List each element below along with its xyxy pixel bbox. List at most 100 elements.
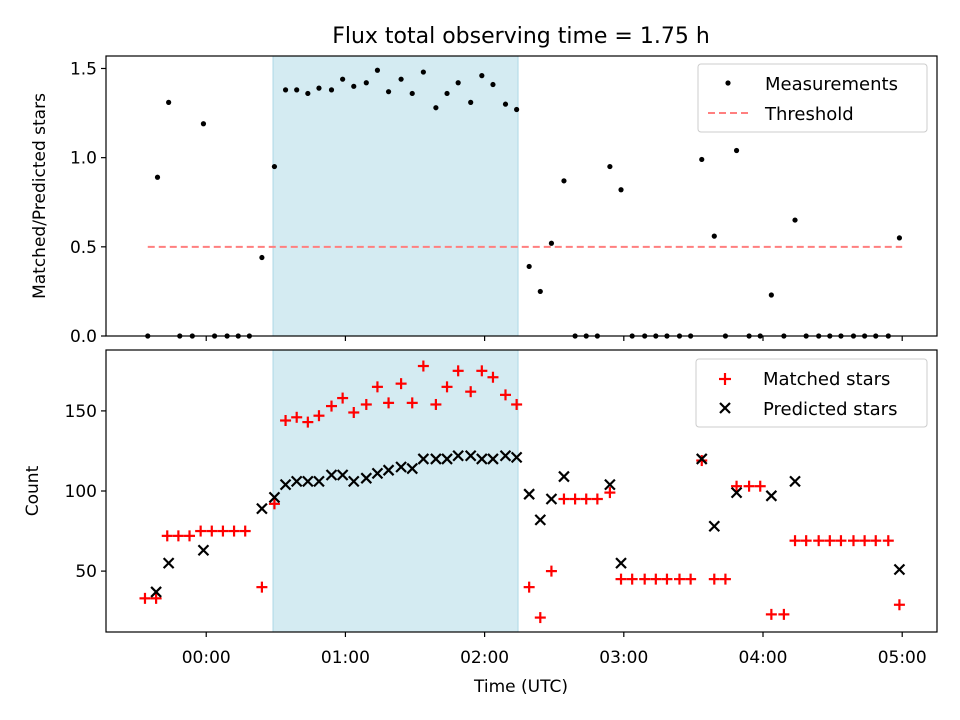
matched-star-point [882,535,894,547]
bottom-plot-area [139,349,906,633]
legend-matched-label: Matched stars [763,369,890,390]
predicted-star-point [523,488,535,500]
measurement-point [374,67,381,73]
matched-star-point [743,480,755,492]
predicted-star-point [360,472,373,484]
measurement-point [385,89,392,95]
matched-star-point [580,493,592,505]
matched-star-point [406,397,418,409]
measurement-point [792,217,798,223]
measurement-point [455,80,461,86]
top-legend-box [697,63,928,133]
matched-star-point [824,535,836,547]
predicted-star-point [302,475,314,488]
measurement-point [340,76,346,82]
legend-threshold-label: Threshold [764,104,854,125]
predicted-star-point [162,557,175,569]
x-axis-label: Time (UTC) [473,677,568,697]
matched-star-point [256,581,268,593]
matched-star-point [184,530,196,542]
measurement-point [502,101,509,107]
measurement-point [561,178,567,184]
bottom-y-axis-label: Count [23,465,43,516]
matched-star-point [778,608,790,620]
measurement-point [514,106,520,113]
bottom-y-tick-label: 100 [65,482,97,502]
predicted-star-point [615,557,627,569]
predicted-star-point [279,478,292,491]
matched-star-point [161,530,173,542]
measurement-point [398,76,404,82]
matched-star-point [650,573,662,585]
top-y-tick-label: 1.0 [70,149,97,169]
predicted-star-point [417,453,430,465]
predicted-star-point [430,453,442,465]
x-tick-label: 05:00 [878,648,927,668]
matched-star-point [719,573,731,585]
measurement-point [433,105,439,111]
measurement-point [409,90,415,97]
measurement-point [294,87,300,93]
measurement-point [537,288,543,295]
matched-star-point [139,592,151,604]
measurement-point [363,80,369,86]
predicted-star-point [789,475,801,488]
matched-star-point [383,397,395,409]
matched-star-point [217,525,229,537]
predicted-star-point [464,449,477,462]
measurement-point [200,121,207,127]
matched-star-point [789,535,801,547]
top-highlight-span [272,55,519,337]
predicted-star-point [256,502,268,515]
matched-star-point [476,365,488,377]
matched-star-point [465,386,477,398]
matched-star-point [150,592,162,604]
matched-star-point [731,480,743,492]
measurement-point [711,233,717,239]
matched-star-point [569,493,581,505]
bottom-legend-box [695,358,928,428]
measurement-point [607,163,613,170]
top-y-tick-label: 0.5 [70,238,97,258]
matched-star-point [348,406,360,418]
predicted-star-point [893,563,906,576]
matched-star-point [615,573,627,585]
bottom-y-ticks: 50 100 150 [65,402,106,582]
measurement-point [316,85,322,91]
measurement-point [490,81,496,88]
matched-star-point [523,581,535,593]
matched-star-point [441,381,453,393]
legend-matched-marker [719,373,731,385]
top-y-ticks: 0.0 0.5 1.0 1.5 [70,59,106,347]
predicted-star-point [150,586,162,598]
predicted-star-point [441,453,453,465]
measurement-point [896,235,903,241]
matched-star-point [195,525,207,537]
matched-star-point [337,392,349,404]
measurement-point [271,163,278,170]
predicted-star-point [325,469,338,481]
matched-star-point [534,612,546,624]
matched-star-point [800,535,812,547]
matched-star-point [626,573,638,585]
x-tick-label: 00:00 [182,648,231,668]
matched-star-point [206,525,218,537]
matched-star-point [172,530,184,542]
predicted-star-point [452,449,464,462]
top-y-axis-label: Matched/Predicted stars [30,93,50,299]
predicted-star-point [268,491,281,504]
predicted-star-point [382,464,395,476]
legend-predicted-marker [719,402,731,414]
measurement-point [154,174,161,180]
predicted-star-point [290,475,303,488]
matched-star-point [280,415,292,426]
top-y-tick-label: 0.0 [70,327,97,347]
measurement-point [479,73,485,79]
matched-star-point [430,398,442,410]
matched-star-point [371,381,383,393]
measurement-point [526,263,532,270]
measurement-point [259,254,265,261]
predicted-star-point [558,470,570,483]
top-axes-frame [105,55,938,337]
